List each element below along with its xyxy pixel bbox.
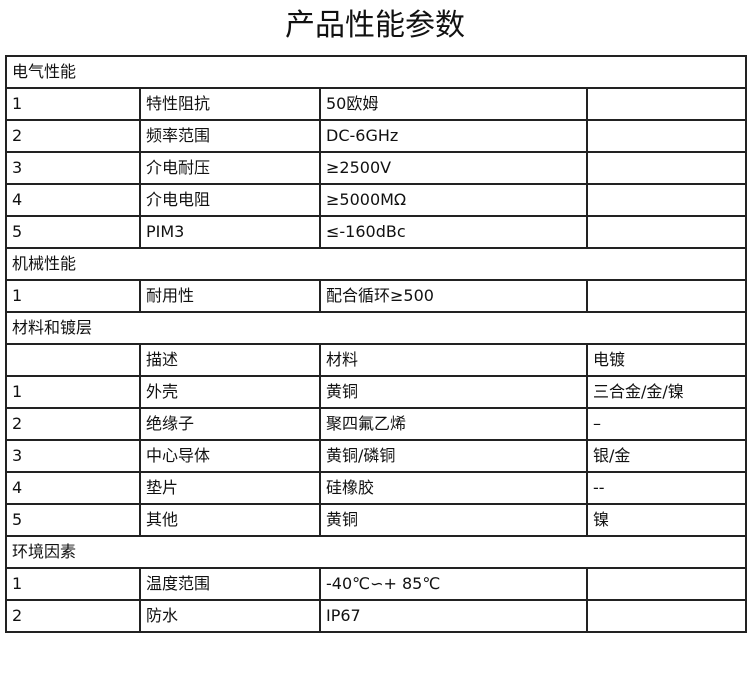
section-heading: 环境因素	[4, 535, 748, 569]
plating-cell: 镍	[585, 503, 748, 537]
plating-cell: 电镀	[585, 343, 748, 377]
section-heading: 材料和镀层	[4, 311, 748, 345]
index-cell	[5, 343, 141, 377]
table-row: 1 耐用性 配合循环≥500	[5, 279, 748, 313]
table-row: 4 介电电阻 ≥5000MΩ	[5, 183, 748, 217]
value-cell: 黄铜	[319, 503, 588, 537]
index-cell: 5	[5, 215, 141, 249]
value-cell: 配合循环≥500	[319, 279, 588, 313]
value-cell: 硅橡胶	[319, 471, 588, 505]
table-row: 1 温度范围 -40℃∽+ 85℃	[5, 567, 748, 601]
plating-cell	[585, 567, 748, 601]
index-cell: 1	[5, 375, 141, 409]
table-row: 1 外壳 黄铜 三合金/金/镍	[5, 375, 748, 409]
section-heading: 电气性能	[4, 55, 748, 89]
plating-cell	[585, 87, 748, 121]
value-cell: 材料	[319, 343, 588, 377]
index-cell: 1	[5, 567, 141, 601]
table-row: 3 中心导体 黄铜/磷铜 银/金	[5, 439, 748, 473]
item-cell: 其他	[139, 503, 321, 537]
item-cell: 温度范围	[139, 567, 321, 601]
item-cell: 介电电阻	[139, 183, 321, 217]
item-cell: 描述	[139, 343, 321, 377]
table-row: 2 频率范围 DC-6GHz	[5, 119, 748, 153]
value-cell: ≥2500V	[319, 151, 588, 185]
value-cell: IP67	[319, 599, 588, 633]
index-cell: 2	[5, 407, 141, 441]
plating-cell: 三合金/金/镍	[585, 375, 748, 409]
section-header-row: 电气性能	[4, 55, 748, 89]
index-cell: 4	[5, 183, 141, 217]
index-cell: 2	[5, 119, 141, 153]
section-header-row: 机械性能	[4, 247, 748, 281]
value-cell: 50欧姆	[319, 87, 588, 121]
table-row: 3 介电耐压 ≥2500V	[5, 151, 748, 185]
plating-cell	[585, 215, 748, 249]
index-cell: 2	[5, 599, 141, 633]
plating-cell	[585, 151, 748, 185]
item-cell: 中心导体	[139, 439, 321, 473]
value-cell: 聚四氟乙烯	[319, 407, 588, 441]
item-cell: 垫片	[139, 471, 321, 505]
section-header-row: 材料和镀层	[4, 311, 748, 345]
page-title: 产品性能参数	[285, 8, 465, 43]
plating-cell	[585, 119, 748, 153]
item-cell: PIM3	[139, 215, 321, 249]
value-cell: ≤-160dBc	[319, 215, 588, 249]
value-cell: -40℃∽+ 85℃	[319, 567, 588, 601]
spec-table-body: 电气性能 1 特性阻抗 50欧姆 2 频率范围 DC-6GHz 3 介电耐压 ≥2500V 4 介电电…	[4, 55, 748, 633]
value-cell: 黄铜	[319, 375, 588, 409]
table-row: 4 垫片 硅橡胶 --	[5, 471, 748, 505]
item-cell: 特性阻抗	[139, 87, 321, 121]
item-cell: 介电耐压	[139, 151, 321, 185]
index-cell: 4	[5, 471, 141, 505]
plating-cell	[585, 599, 748, 633]
table-row: 描述 材料 电镀	[5, 343, 748, 377]
index-cell: 3	[5, 439, 141, 473]
table-row: 2 绝缘子 聚四氟乙烯 –	[5, 407, 748, 441]
item-cell: 防水	[139, 599, 321, 633]
plating-cell	[585, 183, 748, 217]
index-cell: 5	[5, 503, 141, 537]
spec-table: 电气性能 1 特性阻抗 50欧姆 2 频率范围 DC-6GHz 3 介电耐压 ≥2500V 4 介电电…	[4, 55, 748, 633]
item-cell: 绝缘子	[139, 407, 321, 441]
value-cell: 黄铜/磷铜	[319, 439, 588, 473]
section-heading: 机械性能	[4, 247, 748, 281]
section-header-row: 环境因素	[4, 535, 748, 569]
table-row: 5 其他 黄铜镍	[5, 503, 748, 537]
item-cell: 耐用性	[139, 279, 321, 313]
value-cell: DC-6GHz	[319, 119, 588, 153]
item-cell: 频率范围	[139, 119, 321, 153]
plating-cell: –	[585, 407, 748, 441]
plating-cell: --	[585, 471, 748, 505]
table-row: 1 特性阻抗 50欧姆	[5, 87, 748, 121]
value-cell: ≥5000MΩ	[319, 183, 588, 217]
table-row: 2 防水 IP67	[5, 599, 748, 633]
index-cell: 1	[5, 279, 141, 313]
plating-cell: 银/金	[585, 439, 748, 473]
table-row: 5 PIM3 ≤-160dBc	[5, 215, 748, 249]
plating-cell	[585, 279, 748, 313]
index-cell: 1	[5, 87, 141, 121]
index-cell: 3	[5, 151, 141, 185]
item-cell: 外壳	[139, 375, 321, 409]
